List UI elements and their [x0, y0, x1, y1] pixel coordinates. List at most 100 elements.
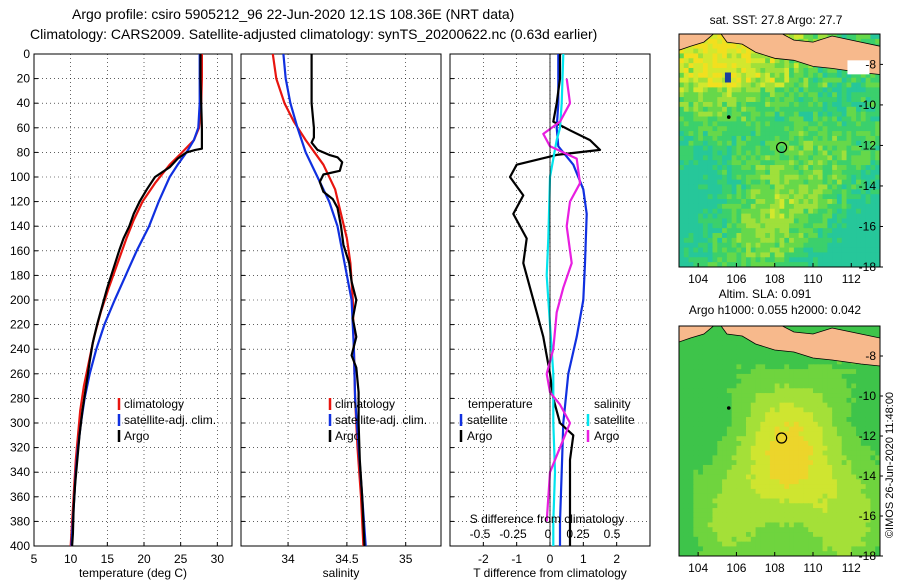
map-cell — [808, 402, 814, 409]
map-cell — [717, 474, 723, 480]
map-cell — [688, 421, 694, 428]
map-cell — [870, 397, 876, 404]
map-cell — [856, 169, 862, 176]
map-cell — [702, 184, 709, 190]
map-cell — [875, 503, 880, 509]
map-cell — [798, 97, 805, 103]
map-cell — [722, 436, 728, 442]
map-cell — [750, 135, 757, 142]
map-cell — [822, 450, 828, 456]
map-cell — [813, 106, 819, 113]
map-cell — [760, 247, 766, 254]
map-cell — [822, 536, 828, 543]
map-cell — [750, 460, 757, 466]
map-cell — [741, 135, 747, 142]
map-cell — [808, 512, 814, 519]
map-cell — [750, 257, 757, 263]
map-cell — [750, 262, 757, 267]
map-cell — [865, 116, 872, 122]
map-cell — [774, 498, 781, 504]
map-cell — [688, 546, 694, 552]
map-cell — [808, 493, 814, 500]
map-cell — [683, 388, 690, 394]
map-cell — [803, 233, 809, 239]
map-cell — [722, 522, 728, 528]
map-cell — [846, 218, 852, 224]
map-cell — [808, 445, 814, 452]
map-cell — [702, 373, 709, 380]
map-cell — [865, 493, 872, 500]
map-cell — [698, 131, 704, 137]
map-cell — [827, 92, 833, 98]
map-cell — [836, 445, 843, 452]
map-cell — [836, 145, 843, 152]
map-cell — [865, 474, 872, 480]
map-cell — [803, 426, 809, 433]
map-cell — [755, 218, 761, 224]
map-cell — [827, 426, 833, 433]
map-cell — [774, 72, 781, 79]
map-cell — [707, 106, 714, 113]
map-cell — [683, 145, 690, 152]
map-cell — [746, 479, 752, 485]
map-cell — [779, 503, 785, 509]
map-cell — [851, 421, 857, 428]
map-cell — [841, 512, 848, 519]
map-cell — [789, 82, 795, 88]
map-cell — [808, 431, 814, 437]
map-cell — [779, 484, 785, 490]
map-cell — [865, 517, 872, 524]
map-cell — [731, 121, 738, 127]
map-cell — [698, 426, 704, 433]
map-cell — [846, 388, 852, 394]
map-cell — [707, 116, 714, 122]
map-cell — [736, 165, 742, 171]
map-cell — [707, 179, 714, 186]
map-cell — [731, 82, 738, 88]
map-cell — [736, 364, 742, 370]
map-cell — [707, 140, 714, 147]
map-cell — [736, 228, 742, 234]
map-cell — [784, 464, 790, 471]
map-cell — [817, 218, 824, 224]
map-cell — [860, 160, 867, 166]
map-cell — [875, 455, 880, 461]
map-cell — [808, 169, 814, 176]
map-cell — [702, 87, 709, 93]
map-cell — [765, 436, 771, 442]
map-cell — [793, 233, 800, 239]
map-cell — [822, 464, 828, 471]
map-cell — [765, 532, 771, 538]
map-cell — [760, 378, 766, 385]
map-cell — [813, 145, 819, 152]
map-cell — [860, 252, 867, 258]
map-cell — [774, 474, 781, 480]
map-cell — [726, 369, 733, 375]
map-cell — [822, 479, 828, 485]
map-cell — [688, 92, 694, 98]
map-cell — [765, 469, 771, 476]
map-cell — [765, 135, 771, 142]
map-cell — [731, 421, 738, 428]
map-cell — [679, 145, 685, 152]
map-cell — [841, 359, 848, 365]
map-cell — [836, 503, 843, 509]
map-cell — [741, 145, 747, 152]
map-cell — [817, 393, 824, 399]
map-cell — [865, 469, 872, 476]
map-cell — [688, 426, 694, 433]
map-cell — [798, 445, 805, 452]
map-cell — [679, 126, 685, 132]
map-cell — [851, 369, 857, 375]
map-cell — [841, 378, 848, 385]
map-cell — [832, 441, 838, 447]
map-cell — [750, 131, 757, 137]
map-cell — [683, 97, 690, 103]
map-cell — [755, 179, 761, 186]
map-cell — [779, 445, 785, 452]
map-cell — [813, 257, 819, 263]
map-cell — [698, 257, 704, 263]
map-cell — [836, 242, 843, 249]
map-cell — [798, 393, 805, 399]
map-cell — [803, 165, 809, 171]
